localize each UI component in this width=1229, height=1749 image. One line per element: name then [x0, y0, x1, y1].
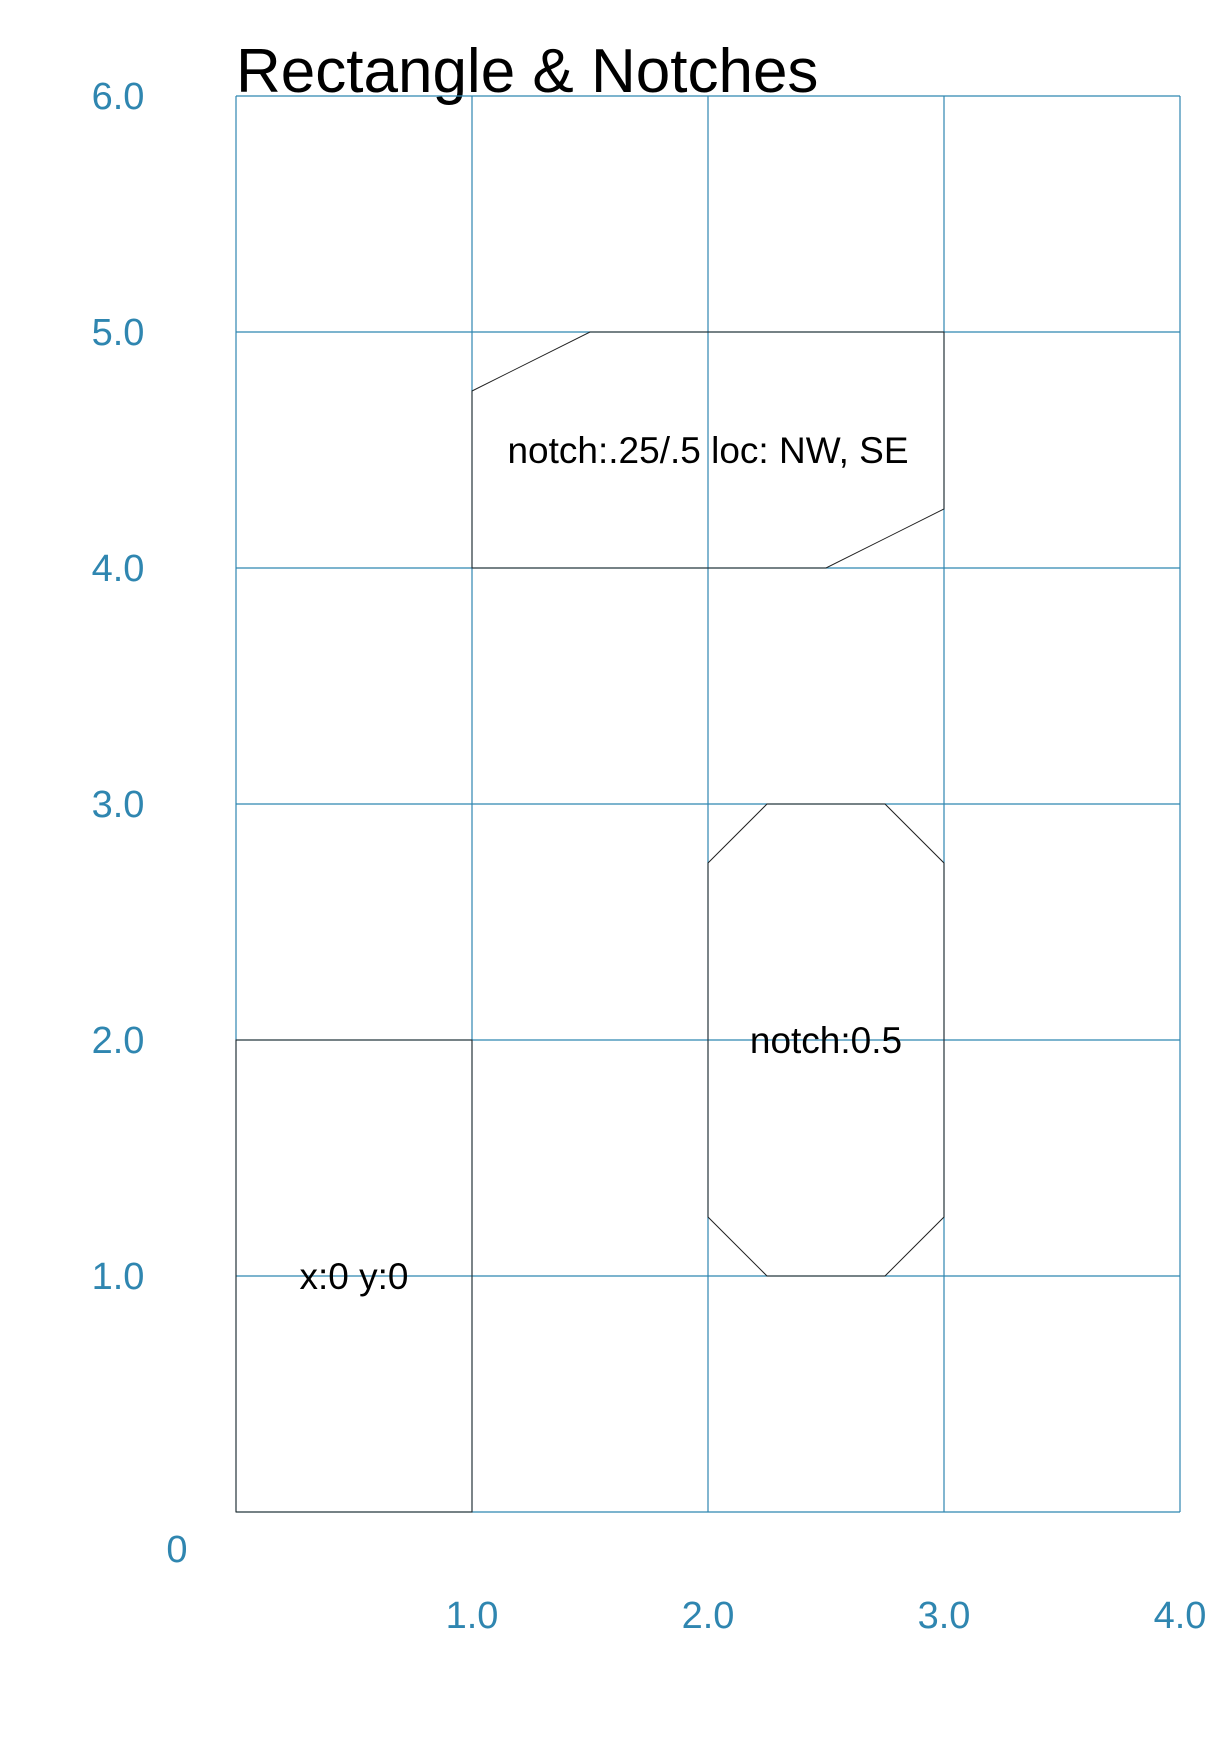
notched-rectangle: notch:0.5 — [707, 803, 945, 1277]
x-tick-label: 3.0 — [918, 1595, 971, 1637]
y-tick-label: 5.0 — [92, 312, 145, 354]
shape-label: x:0 y:0 — [300, 1256, 409, 1297]
notched-rectangle: notch:.25/.5 loc: NW, SE — [471, 331, 945, 569]
shape-label: notch:0.5 — [750, 1020, 902, 1061]
y-tick-label: 3.0 — [92, 784, 145, 826]
shape-label: notch:.25/.5 loc: NW, SE — [507, 430, 908, 471]
y-tick-label: 1.0 — [92, 1256, 145, 1298]
x-tick-label: 4.0 — [1154, 1595, 1207, 1637]
diagram-title: Rectangle & Notches — [236, 37, 818, 106]
rectangle: x:0 y:0 — [235, 1039, 473, 1513]
rectangle-outline — [235, 1039, 473, 1513]
grid — [235, 95, 1181, 1513]
x-tick-label: 1.0 — [446, 1595, 499, 1637]
y-tick-label: 6.0 — [92, 76, 145, 118]
notched-rectangle-outline — [471, 331, 945, 569]
x-tick-label: 2.0 — [682, 1595, 735, 1637]
origin-label: 0 — [166, 1529, 187, 1571]
axis-ticks: 1.0 2.0 3.0 4.0 1.0 2.0 3.0 4.0 5.0 6.0 0 — [92, 76, 1207, 1637]
shapes-layer: x:0 y:0 notch:0.5 notch:.25/.5 loc: NW, SE — [235, 331, 945, 1513]
y-tick-label: 2.0 — [92, 1020, 145, 1062]
notched-rectangle-outline — [707, 803, 945, 1277]
y-tick-label: 4.0 — [92, 548, 145, 590]
